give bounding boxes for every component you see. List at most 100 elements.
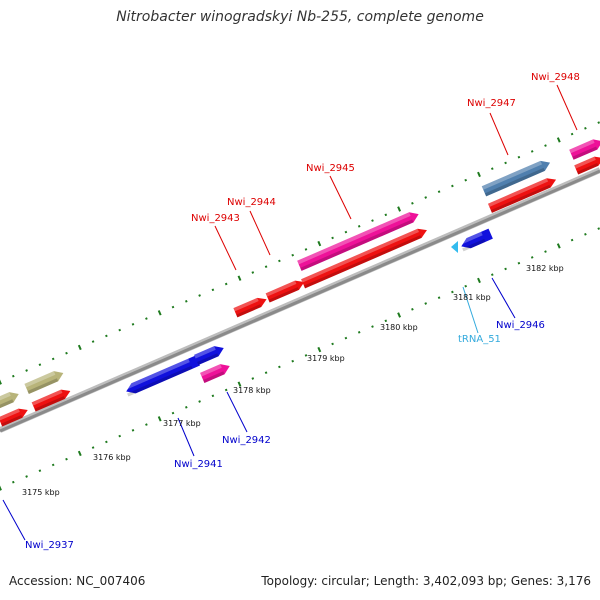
- inner-dot-23: [304, 354, 308, 357]
- leader-nwi-2941: [177, 417, 195, 457]
- accession-text: Accession: NC_007406: [9, 574, 146, 588]
- gene-features: [0, 139, 600, 427]
- scale-tick-label: 3179 kbp: [307, 354, 345, 363]
- cds-nwi-2945-highlight: [301, 228, 419, 283]
- gene-nwi-2946-highlight: [459, 231, 483, 245]
- cds-left-b-shade: [1, 415, 23, 427]
- gene-nwi-2941-body: [126, 355, 200, 394]
- gene-nwi-2942-highlight: [200, 364, 222, 377]
- gene-label: Nwi_2946: [496, 320, 545, 331]
- outer-dot-39: [517, 155, 521, 159]
- outer-dot-41: [544, 144, 547, 147]
- outer-dot-2: [25, 369, 28, 372]
- gene-nwi-2946-body: [461, 228, 493, 249]
- outer-dot-18: [237, 275, 242, 281]
- gene-label: Nwi_2943: [191, 213, 240, 224]
- gene-left-tan-b-highlight: [0, 392, 11, 405]
- inner-dot-32: [424, 302, 428, 305]
- inner-dot-20: [264, 371, 268, 375]
- inner-dot-8: [105, 440, 108, 444]
- outer-dot-11: [145, 317, 148, 320]
- cds-nwi-2947-body: [487, 178, 557, 213]
- outer-dot-10: [131, 322, 135, 326]
- inner-dot-2: [25, 475, 28, 478]
- outer-dot-3: [38, 363, 42, 367]
- cds-left-b: [0, 408, 28, 427]
- gene-nwi-2941b-shade: [197, 353, 219, 366]
- cds-nwi-2944: [265, 280, 305, 303]
- outer-dot-27: [357, 224, 361, 228]
- cds-nwi-2944-highlight: [265, 280, 297, 297]
- outer-dot-4: [51, 357, 55, 361]
- gene-nwi-2941: [124, 355, 200, 397]
- outer-dot-19: [251, 271, 255, 274]
- inner-dot-42: [556, 243, 561, 249]
- gene-labels: Nwi_2948 Nwi_2947 Nwi_2945 Nwi_2944 Nwi_2943…: [25, 72, 580, 551]
- leader-trna-51: [462, 286, 479, 334]
- outer-dot-15: [198, 294, 201, 297]
- outer-dot-36: [477, 171, 481, 178]
- inner-dot-12: [157, 416, 162, 422]
- gene-nwi-2941b-body: [194, 346, 224, 366]
- inner-dot-6: [77, 450, 82, 457]
- inner-dot-22: [291, 359, 295, 363]
- gene-nwi-2945-highlight: [297, 212, 411, 265]
- scale-tick-label: 3175 kbp: [22, 488, 60, 497]
- inner-dot-19: [251, 377, 255, 380]
- gene-label: Nwi_2937: [25, 540, 74, 551]
- inner-dot-26: [344, 336, 348, 340]
- inner-dot-16: [211, 394, 215, 398]
- gene-nwi-2947-shade: [484, 167, 545, 197]
- gene-nwi-2948-highlight: [569, 139, 595, 154]
- inner-dot-10: [131, 428, 135, 432]
- inner-dot-18: [237, 381, 242, 387]
- outer-dot-8: [105, 334, 108, 338]
- outer-dot-44: [584, 126, 587, 130]
- inner-dot-21: [278, 365, 281, 369]
- inner-dot-5: [65, 457, 68, 461]
- gene-left-tan-a-highlight: [24, 371, 56, 388]
- outer-dot-0: [0, 379, 2, 385]
- label-leader-lines: [2, 84, 578, 541]
- inner-dot-15: [198, 400, 201, 403]
- gene-left-tan-a: [24, 371, 64, 394]
- outer-dot-20: [264, 265, 268, 269]
- gene-left-tan-a-shade: [27, 378, 59, 394]
- cds-nwi-2944-body: [265, 280, 305, 303]
- inner-dot-36: [477, 277, 481, 284]
- cds-nwi-2948-shade: [577, 163, 599, 175]
- gene-nwi-2947-highlight: [481, 160, 543, 190]
- outer-dot-38: [504, 161, 507, 165]
- gene-nwi-2945-shade: [300, 219, 414, 271]
- outer-dot-33: [437, 190, 441, 194]
- leader-nwi-2944: [249, 210, 271, 256]
- gene-left-tan-b-body: [0, 392, 19, 412]
- inner-dot-45: [597, 227, 600, 230]
- gene-nwi-2948-body: [569, 139, 600, 160]
- trna-51-marker: [451, 241, 458, 253]
- outer-dot-1: [11, 374, 15, 378]
- gene-nwi-2946: [459, 228, 493, 252]
- inner-dot-9: [118, 434, 122, 438]
- outer-dot-29: [384, 213, 388, 217]
- cds-left-a-highlight: [31, 389, 63, 406]
- gene-nwi-2942: [200, 364, 230, 384]
- cds-nwi-2948-highlight: [574, 156, 596, 169]
- outer-dot-28: [371, 219, 374, 222]
- cds-nwi-2943: [233, 297, 267, 318]
- outer-dot-5: [65, 351, 68, 355]
- cds-nwi-2943-body: [233, 297, 267, 318]
- outer-dot-34: [451, 184, 454, 188]
- inner-dot-39: [517, 261, 521, 265]
- cds-nwi-2943-shade: [236, 304, 262, 318]
- scale-tick-label: 3178 kbp: [233, 386, 271, 395]
- inner-dot-28: [371, 325, 374, 328]
- inner-dot-40: [530, 256, 534, 259]
- inner-dot-1: [11, 480, 15, 484]
- outer-dot-32: [424, 196, 428, 199]
- outer-dot-31: [411, 201, 414, 205]
- gene-label: Nwi_2941: [174, 459, 223, 470]
- outer-dot-21: [278, 259, 281, 263]
- outer-dot-22: [291, 253, 295, 257]
